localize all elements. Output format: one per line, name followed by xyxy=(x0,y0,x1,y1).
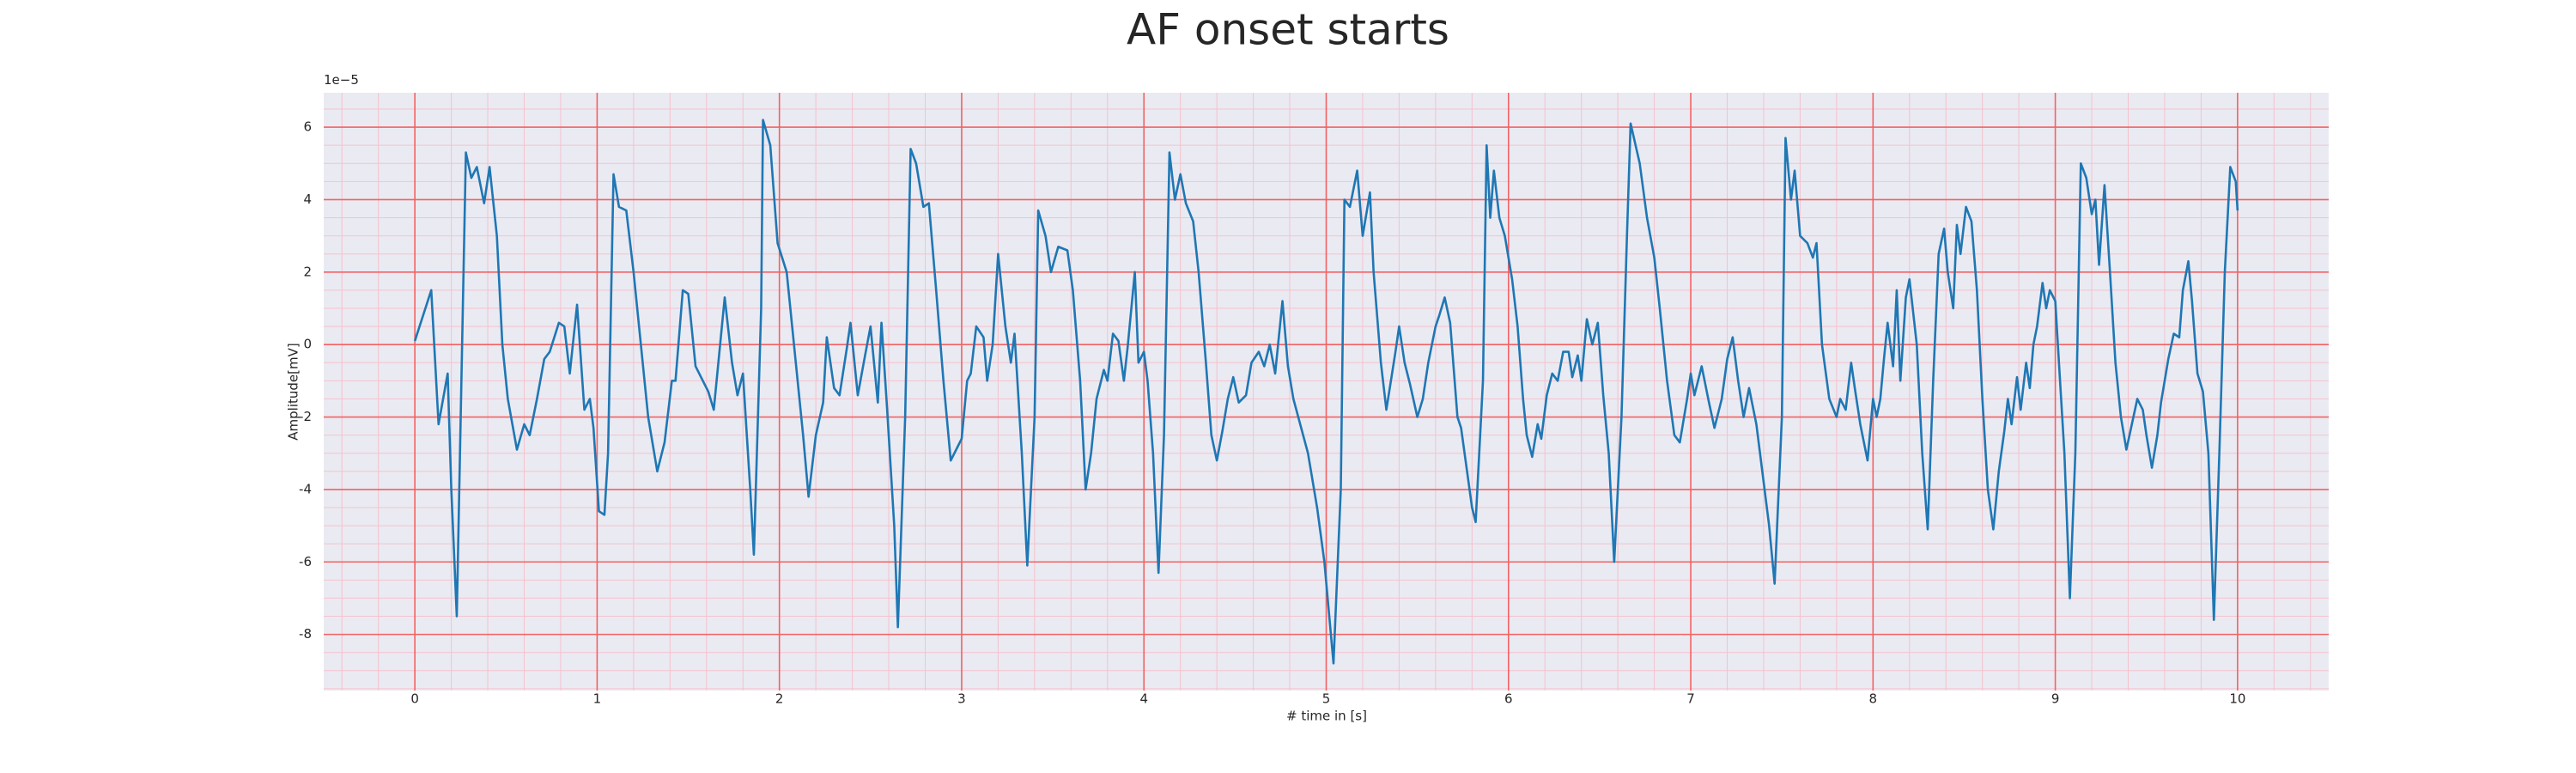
y-axis-label: Amplitude[mV] xyxy=(286,343,301,440)
x-tick-label: 2 xyxy=(775,691,784,707)
x-tick-label: 6 xyxy=(1504,691,1513,707)
y-tick-label: -4 xyxy=(299,481,312,496)
x-tick-label: 3 xyxy=(957,691,966,707)
x-tick-label: 5 xyxy=(1322,691,1331,707)
chart-title: AF onset starts xyxy=(1127,5,1449,55)
major-grid xyxy=(324,93,2329,691)
y-tick-label: 6 xyxy=(303,119,312,135)
x-tick-label: 4 xyxy=(1139,691,1148,707)
y-tick-label: 2 xyxy=(303,264,312,279)
y-tick-label: 0 xyxy=(303,337,312,352)
x-tick-label: 1 xyxy=(593,691,602,707)
y-tick-label: -6 xyxy=(299,554,312,569)
x-axis-label: # time in [s] xyxy=(1286,709,1367,724)
y-tick-label: -8 xyxy=(299,626,312,642)
y-tick-label: -2 xyxy=(299,409,312,424)
x-tick-label: 10 xyxy=(2229,691,2245,707)
x-tick-label: 9 xyxy=(2051,691,2060,707)
y-tick-label: 4 xyxy=(303,192,312,207)
signal-line xyxy=(413,119,2239,665)
y-offset-label: 1e−5 xyxy=(324,72,359,88)
x-tick-label: 7 xyxy=(1686,691,1695,707)
x-tick-label: 8 xyxy=(1869,691,1878,707)
x-tick-label: 0 xyxy=(410,691,419,707)
